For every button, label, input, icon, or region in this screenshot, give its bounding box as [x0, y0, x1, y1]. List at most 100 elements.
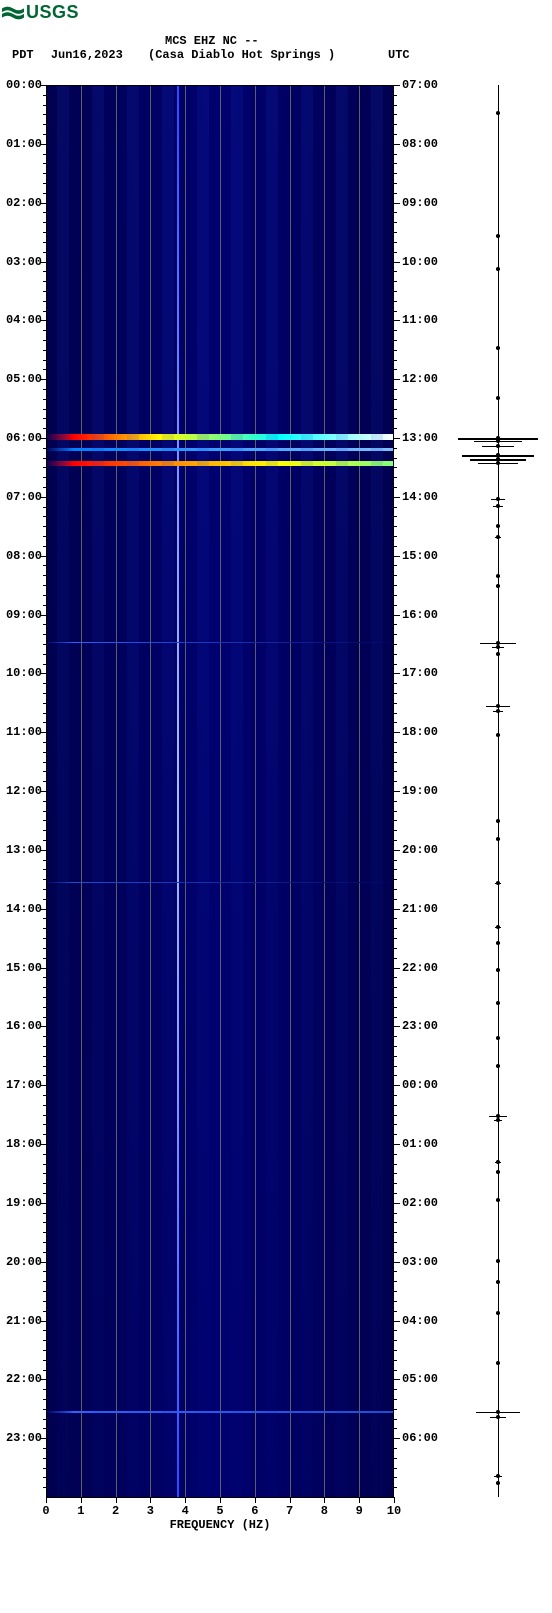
seismogram-dot [496, 1118, 500, 1122]
left-axis-label: 20:00 [2, 1255, 42, 1269]
right-axis-minor-tick [394, 1193, 397, 1194]
left-axis-minor-tick [43, 1242, 46, 1243]
seismogram-dot [496, 504, 500, 508]
left-axis-minor-tick [43, 1046, 46, 1047]
right-axis-minor-tick [394, 938, 397, 939]
left-axis-minor-tick [43, 1370, 46, 1371]
gridline [324, 85, 325, 1497]
spectrogram-texture [197, 85, 209, 1497]
right-axis-minor-tick [394, 409, 397, 410]
left-axis-minor-tick [43, 389, 46, 390]
right-axis-minor-tick [394, 1350, 397, 1351]
seismogram-panel [458, 85, 538, 1497]
right-axis-minor-tick [394, 1075, 397, 1076]
right-axis-tick [394, 1026, 400, 1027]
gridline [290, 85, 291, 1497]
right-axis-minor-tick [394, 1477, 397, 1478]
seismogram-dot [496, 461, 500, 465]
right-axis-minor-tick [394, 1056, 397, 1057]
left-axis-minor-tick [43, 987, 46, 988]
right-axis-label: 21:00 [402, 902, 438, 916]
left-axis-minor-tick [43, 428, 46, 429]
right-axis-minor-tick [394, 1124, 397, 1125]
left-axis-minor-tick [43, 340, 46, 341]
right-axis-minor-tick [394, 1448, 397, 1449]
spectrogram-texture [162, 85, 174, 1497]
seismogram-dot [496, 1036, 500, 1040]
left-axis-minor-tick [43, 95, 46, 96]
right-axis-minor-tick [394, 399, 397, 400]
left-axis-minor-tick [43, 526, 46, 527]
seismogram-dot [496, 1170, 500, 1174]
right-axis-label: 18:00 [402, 725, 438, 739]
spectrogram-plot [46, 85, 394, 1497]
left-axis-minor-tick [43, 369, 46, 370]
seismogram-dot [496, 1415, 500, 1419]
left-axis-minor-tick [43, 1183, 46, 1184]
right-axis-minor-tick [394, 105, 397, 106]
left-axis-minor-tick [43, 1075, 46, 1076]
seismogram-dot [496, 439, 500, 443]
left-axis-minor-tick [43, 1340, 46, 1341]
right-axis-minor-tick [394, 1428, 397, 1429]
left-axis-minor-tick [43, 114, 46, 115]
left-axis-minor-tick [43, 458, 46, 459]
spectrogram-texture [127, 85, 139, 1497]
xaxis-label: 9 [356, 1504, 363, 1518]
right-axis-minor-tick [394, 605, 397, 606]
right-axis-minor-tick [394, 1360, 397, 1361]
right-axis-minor-tick [394, 1311, 397, 1312]
left-axis-minor-tick [43, 1173, 46, 1174]
right-axis-minor-tick [394, 330, 397, 331]
left-axis-minor-tick [43, 1115, 46, 1116]
seismogram-dot [496, 1361, 500, 1365]
right-axis-minor-tick [394, 565, 397, 566]
right-axis-label: 00:00 [402, 1078, 438, 1092]
seismogram-dot [496, 234, 500, 238]
right-axis-minor-tick [394, 820, 397, 821]
right-axis-minor-tick [394, 1222, 397, 1223]
left-axis-minor-tick [43, 105, 46, 106]
left-axis-minor-tick [43, 301, 46, 302]
right-axis-minor-tick [394, 212, 397, 213]
right-axis-minor-tick [394, 1419, 397, 1420]
left-axis-minor-tick [43, 487, 46, 488]
right-axis-minor-tick [394, 1291, 397, 1292]
right-axis-minor-tick [394, 595, 397, 596]
right-axis-minor-tick [394, 1330, 397, 1331]
spectrogram-texture [92, 85, 104, 1497]
right-axis-minor-tick [394, 1389, 397, 1390]
left-axis-label: 22:00 [2, 1372, 42, 1386]
left-axis-minor-tick [43, 1066, 46, 1067]
xaxis-label: 8 [321, 1504, 328, 1518]
left-axis-minor-tick [43, 722, 46, 723]
right-axis-minor-tick [394, 516, 397, 517]
right-axis-minor-tick [394, 811, 397, 812]
header-info-line: PDT Jun16,2023 (Casa Diablo Hot Springs … [0, 48, 552, 62]
left-axis-minor-tick [43, 467, 46, 468]
left-axis-minor-tick [43, 448, 46, 449]
left-axis-minor-tick [43, 811, 46, 812]
left-axis-minor-tick [43, 683, 46, 684]
right-axis-minor-tick [394, 1046, 397, 1047]
left-axis-label: 11:00 [2, 725, 42, 739]
left-axis-minor-tick [43, 1458, 46, 1459]
right-axis-minor-tick [394, 369, 397, 370]
left-axis-label: 04:00 [2, 313, 42, 327]
seismogram-dot [496, 733, 500, 737]
right-axis-minor-tick [394, 1458, 397, 1459]
xaxis-label: 4 [182, 1504, 189, 1518]
right-axis-minor-tick [394, 301, 397, 302]
xaxis-tick [290, 1497, 291, 1503]
left-axis-line [46, 85, 47, 1497]
left-axis-minor-tick [43, 1487, 46, 1488]
left-axis-minor-tick [43, 605, 46, 606]
right-axis-minor-tick [394, 124, 397, 125]
left-axis-minor-tick [43, 1154, 46, 1155]
right-axis-tick [394, 85, 400, 86]
left-axis-minor-tick [43, 575, 46, 576]
left-axis-minor-tick [43, 693, 46, 694]
location-label: (Casa Diablo Hot Springs ) [148, 48, 335, 62]
left-axis-minor-tick [43, 869, 46, 870]
xaxis-tick [394, 1497, 395, 1503]
